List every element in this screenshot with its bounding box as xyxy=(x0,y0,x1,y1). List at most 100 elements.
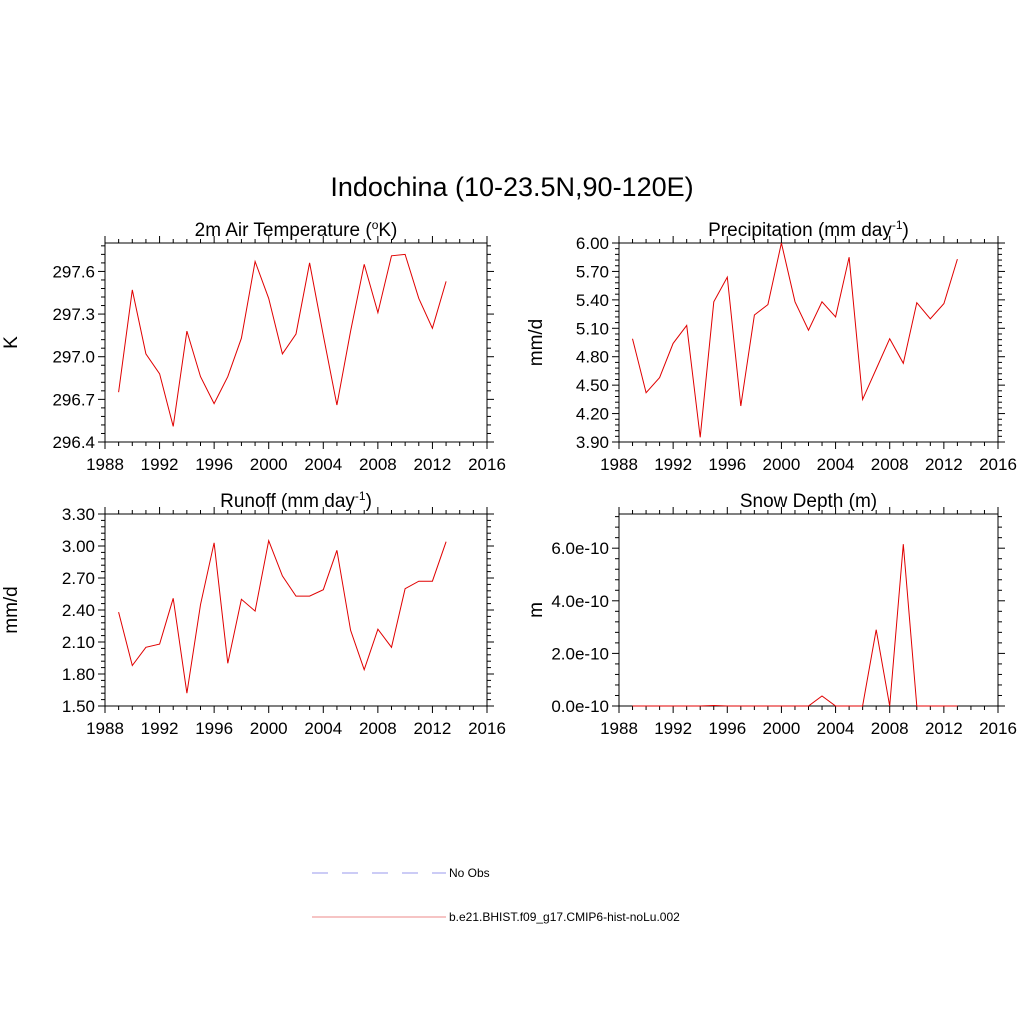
panel-title-text: Runoff (mm day xyxy=(220,491,355,512)
x-tick-label: 1988 xyxy=(86,455,124,474)
data-point xyxy=(726,276,729,279)
data-point xyxy=(645,705,648,708)
y-axis-label: K xyxy=(1,336,22,349)
panel-3: Runoff (mm day-1) 1988 1992 1996 2000 2004 200… xyxy=(1,489,506,738)
panel-title-text: ) xyxy=(366,491,372,512)
x-tick-label: 1992 xyxy=(654,719,692,738)
plot-frame xyxy=(104,242,488,443)
x-tick-label: 1996 xyxy=(195,719,233,738)
data-point xyxy=(929,705,932,708)
panel-title-superscript: -1 xyxy=(355,489,366,503)
data-point xyxy=(888,337,891,340)
y-tick-label: 4.0e-10 xyxy=(551,592,609,611)
y-axis-label: mm/d xyxy=(526,319,547,367)
data-point xyxy=(956,258,959,261)
x-tick-label: 1996 xyxy=(708,455,746,474)
data-point xyxy=(915,301,918,304)
data-point xyxy=(349,330,352,333)
data-point xyxy=(807,705,810,708)
data-point xyxy=(131,288,134,291)
data-point xyxy=(213,541,216,544)
data-point xyxy=(295,332,298,335)
panels-group: 2m Air Temperature (oK)1988 1992 1996 2000 2… xyxy=(1,218,1017,738)
data-point xyxy=(417,580,420,583)
y-tick-label: 3.90 xyxy=(576,433,609,452)
x-tick-label: 2008 xyxy=(359,719,397,738)
data-point xyxy=(240,598,243,601)
x-tick-label: 1996 xyxy=(708,719,746,738)
data-point xyxy=(417,297,420,300)
data-point xyxy=(131,664,134,667)
y-tick-label: 5.10 xyxy=(576,319,609,338)
data-point xyxy=(117,611,120,614)
data-point xyxy=(753,705,756,708)
data-point xyxy=(322,334,325,337)
plot-frame xyxy=(618,242,999,443)
data-point xyxy=(144,352,147,355)
data-point xyxy=(753,314,756,317)
data-point xyxy=(185,330,188,333)
data-point xyxy=(902,543,905,546)
panel-title-superscript: o xyxy=(372,218,379,232)
panel-2: Precipitation (mm day-1) 1988 1992 1996 2000… xyxy=(526,218,1017,474)
data-point xyxy=(685,324,688,327)
legend-label: b.e21.BHIST.f09_g17.CMIP6-hist-noLu.002 xyxy=(449,910,680,924)
x-tick-label: 1988 xyxy=(600,719,638,738)
data-point xyxy=(807,329,810,332)
data-point xyxy=(431,327,434,330)
data-point xyxy=(766,303,769,306)
x-tick-label: 1992 xyxy=(654,455,692,474)
legend-item-1: No Obs xyxy=(312,866,490,880)
y-tick-label: 5.40 xyxy=(576,291,609,310)
data-point xyxy=(267,297,270,300)
data-point xyxy=(875,628,878,631)
data-point xyxy=(739,705,742,708)
data-point xyxy=(390,646,393,649)
x-tick-label: 2008 xyxy=(359,455,397,474)
panel-title-text: ) xyxy=(903,220,909,241)
data-point xyxy=(431,580,434,583)
data-point xyxy=(902,362,905,365)
data-point xyxy=(404,253,407,256)
y-tick-label: 296.4 xyxy=(52,433,95,452)
data-point xyxy=(335,549,338,552)
data-point xyxy=(861,398,864,401)
y-tick-label: 296.7 xyxy=(52,390,95,409)
data-point xyxy=(185,692,188,695)
series-line xyxy=(118,253,447,427)
plot-frame xyxy=(104,513,488,707)
x-tick-label: 2012 xyxy=(414,455,452,474)
x-tick-label: 2004 xyxy=(304,719,342,738)
y-axis-label: m xyxy=(526,602,547,618)
data-point xyxy=(645,391,648,394)
panel-title-text: Snow Depth (m) xyxy=(740,491,877,512)
data-point xyxy=(929,317,932,320)
y-tick-label: 6.0e-10 xyxy=(551,539,609,558)
panel-title: Precipitation (mm day-1) xyxy=(708,218,909,241)
data-point xyxy=(631,705,634,708)
x-tick-label: 2012 xyxy=(414,719,452,738)
data-point xyxy=(226,375,229,378)
data-point xyxy=(445,540,448,543)
data-point xyxy=(144,646,147,649)
plot-frame xyxy=(618,513,999,707)
y-tick-label: 5.70 xyxy=(576,262,609,281)
x-tick-label: 2004 xyxy=(304,455,342,474)
data-point xyxy=(363,263,366,266)
series-line xyxy=(632,544,958,707)
x-tick-label: 2008 xyxy=(871,455,909,474)
data-point xyxy=(390,254,393,257)
data-point xyxy=(322,588,325,591)
data-point xyxy=(445,280,448,283)
x-tick-label: 1992 xyxy=(141,719,179,738)
x-tick-label: 1992 xyxy=(141,455,179,474)
y-tick-label: 4.80 xyxy=(576,348,609,367)
y-tick-label: 1.50 xyxy=(62,697,95,716)
data-point xyxy=(848,705,851,708)
y-tick-label: 4.20 xyxy=(576,405,609,424)
data-point xyxy=(363,668,366,671)
data-point xyxy=(240,337,243,340)
x-tick-label: 2016 xyxy=(979,719,1017,738)
legend: No Obs b.e21.BHIST.f09_g17.CMIP6-hist-noL… xyxy=(312,866,680,924)
